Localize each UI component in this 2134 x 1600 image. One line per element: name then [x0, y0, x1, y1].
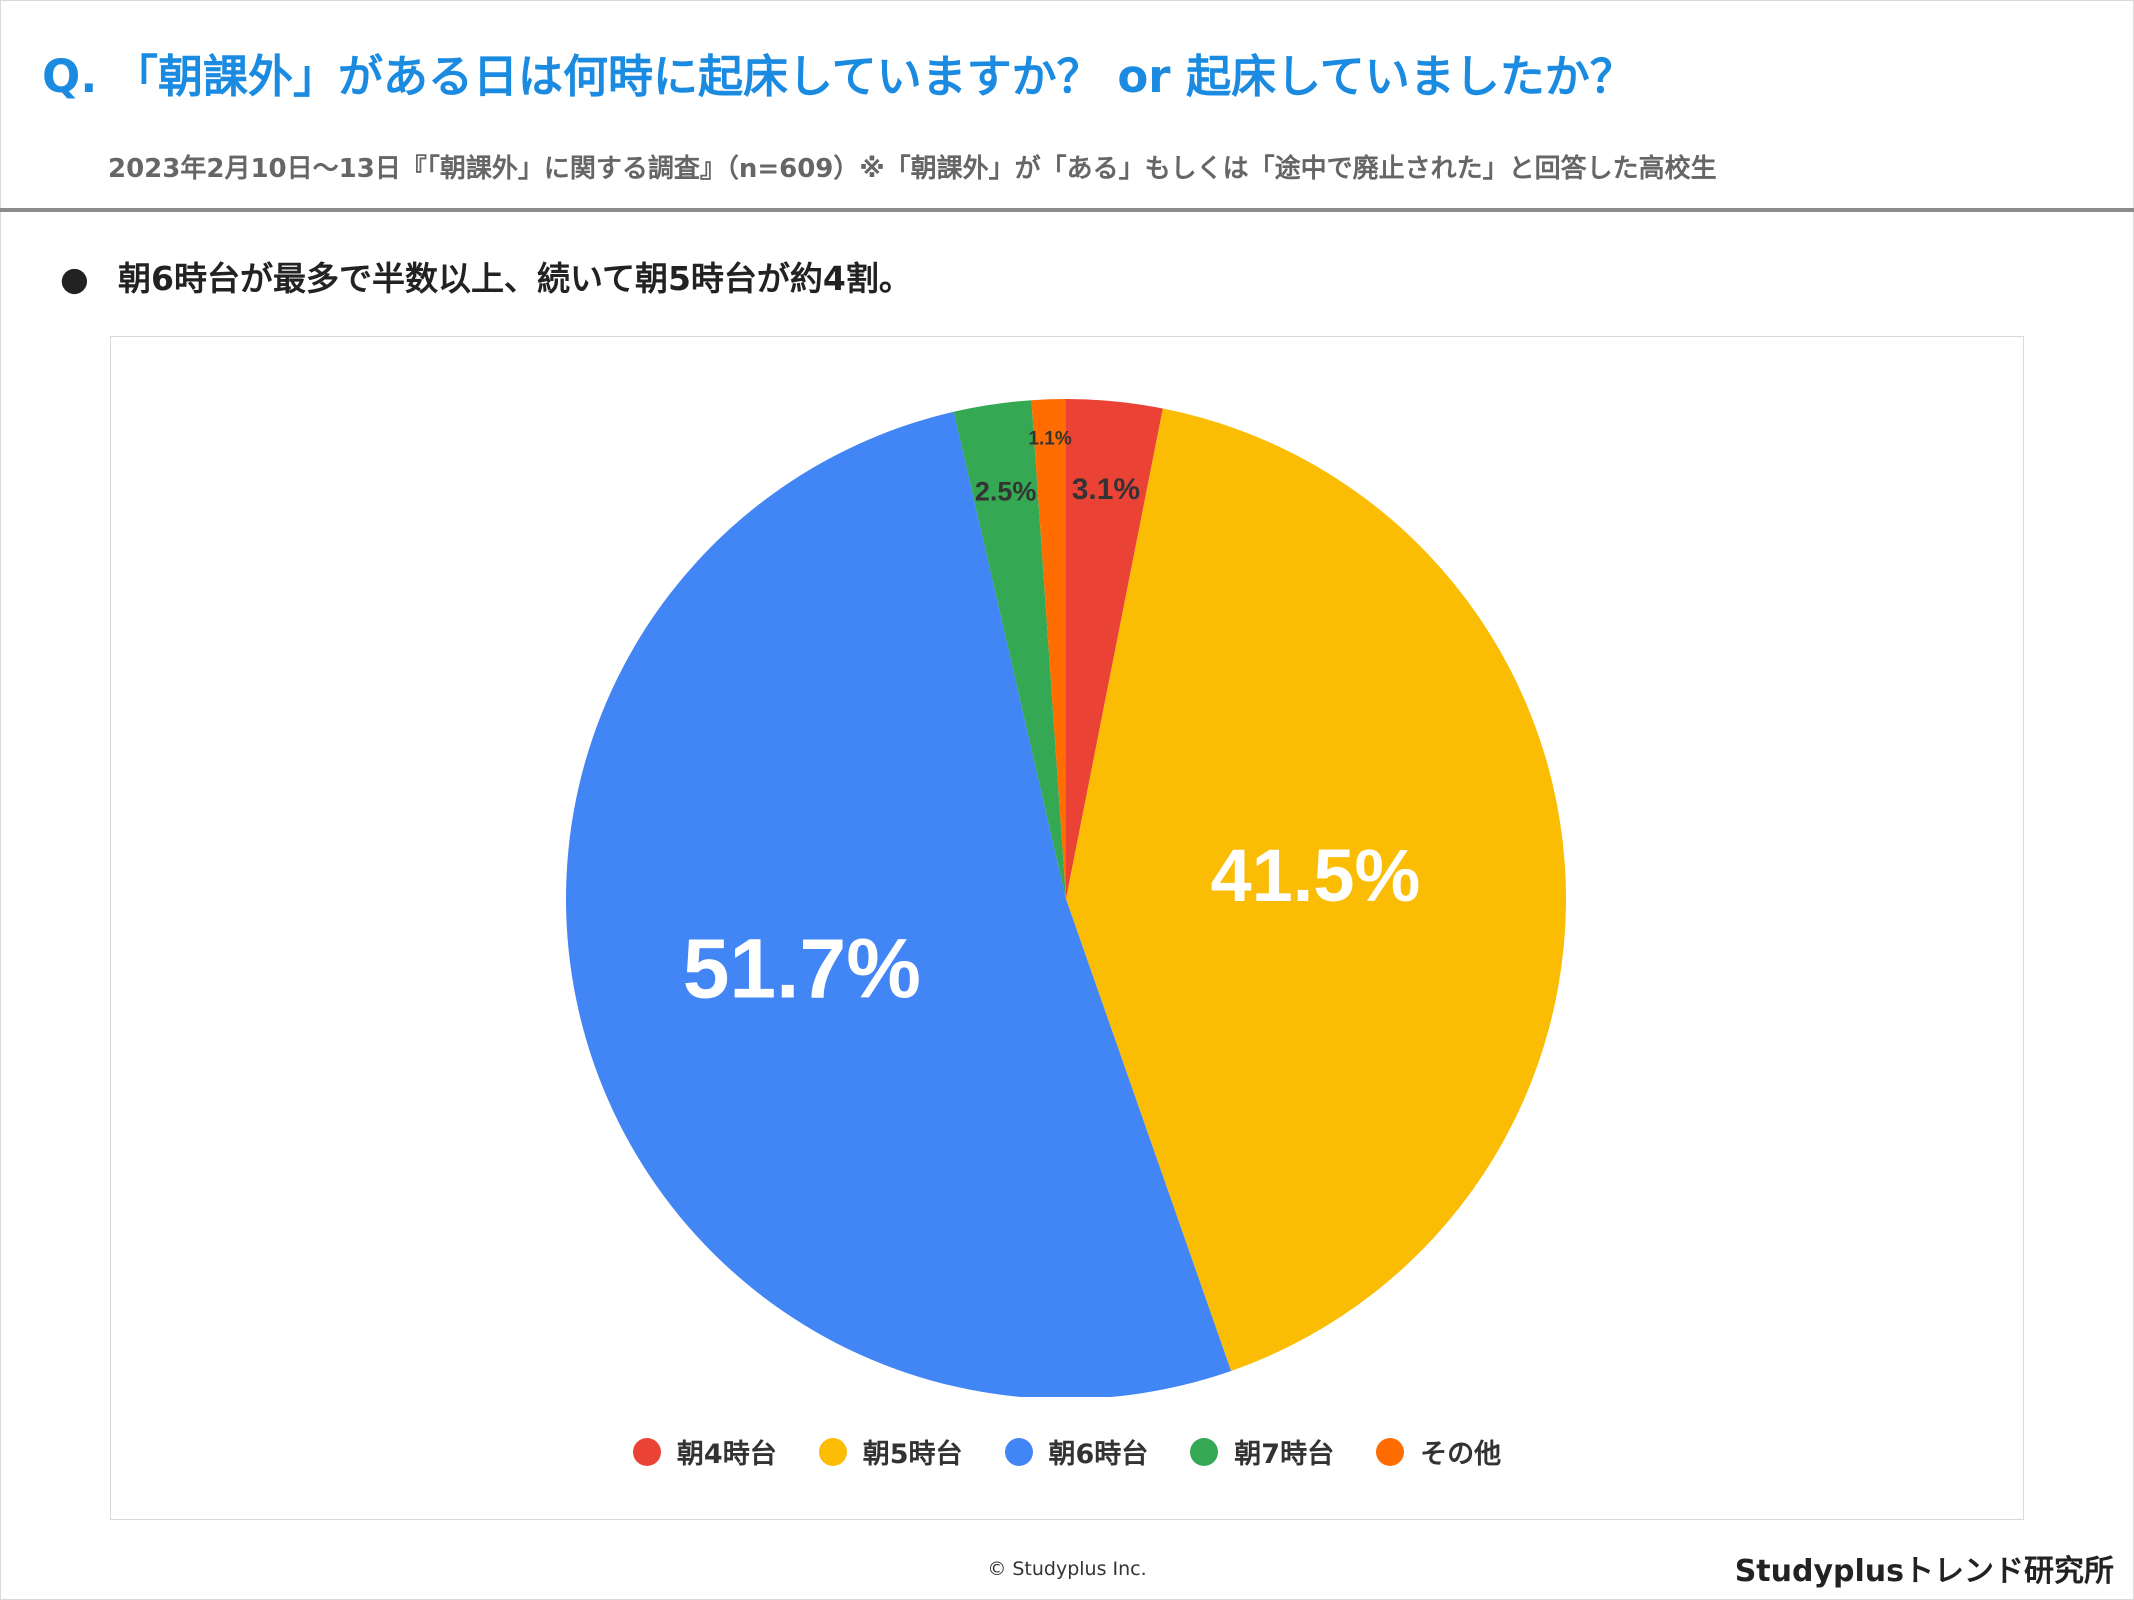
header-divider — [0, 208, 2134, 212]
legend-label-2: 朝5時台 — [862, 1439, 963, 1470]
pie-slice-1 — [1066, 399, 1163, 899]
legend-label-5: その他 — [1420, 1439, 1502, 1470]
legend-swatch-4 — [1190, 1437, 1219, 1466]
chart-legend: 朝4時台 朝5時台 朝6時台 朝7時台 その他 — [111, 1432, 2023, 1471]
legend-swatch-2 — [818, 1437, 847, 1466]
pie-chart: 3.1% 41.5% 51.7% 2.5% 1.1% — [566, 399, 1567, 1397]
legend-item-2: 朝5時台 — [818, 1432, 963, 1471]
legend-label-1: 朝4時台 — [676, 1439, 777, 1470]
summary-text: 朝6時台が最多で半数以上、続いて朝5時台が約4割。 — [118, 259, 912, 298]
pie-slice-4 — [953, 400, 1066, 899]
pie-slice-5 — [1031, 399, 1066, 899]
chart-area: 3.1% 41.5% 51.7% 2.5% 1.1% 朝4時台 朝5時台 朝6時台 朝7時台 そ… — [110, 336, 2024, 1520]
legend-label-4: 朝7時台 — [1234, 1439, 1335, 1470]
legend-item-4: 朝7時台 — [1190, 1432, 1334, 1471]
slice-label-3: 51.7% — [683, 922, 921, 1016]
slice-label-2: 41.5% — [1210, 834, 1420, 917]
summary-line: ● 朝6時台が最多で半数以上、続いて朝5時台が約4割。 — [60, 252, 912, 300]
brand-logo-text: Studyplusトレンド研究所 — [1734, 1554, 2114, 1589]
page-title: Q. 「朝課外」がある日は何時に起床していますか？ or 起床していましたか？ — [42, 50, 1635, 103]
legend-item-3: 朝6時台 — [1004, 1432, 1149, 1471]
slice-label-4: 2.5% — [975, 477, 1037, 507]
bullet-dot: ● — [60, 259, 89, 298]
copyright-text: © Studyplus Inc. — [987, 1558, 1147, 1580]
legend-item-5: その他 — [1376, 1432, 1501, 1471]
legend-swatch-5 — [1376, 1437, 1405, 1466]
slice-label-1: 3.1% — [1072, 473, 1140, 506]
legend-swatch-1 — [632, 1437, 661, 1466]
legend-label-3: 朝6時台 — [1048, 1439, 1149, 1470]
pie-slice-2 — [1066, 408, 1567, 1371]
legend-swatch-3 — [1004, 1437, 1033, 1466]
survey-subtitle: 2023年2月10日～13日『「朝課外」に関する調査』（n=609）※「朝課外」… — [108, 154, 1717, 184]
slice-label-5: 1.1% — [1028, 428, 1071, 449]
pie-slice-3 — [566, 411, 1232, 1397]
legend-item-1: 朝4時台 — [632, 1432, 777, 1471]
